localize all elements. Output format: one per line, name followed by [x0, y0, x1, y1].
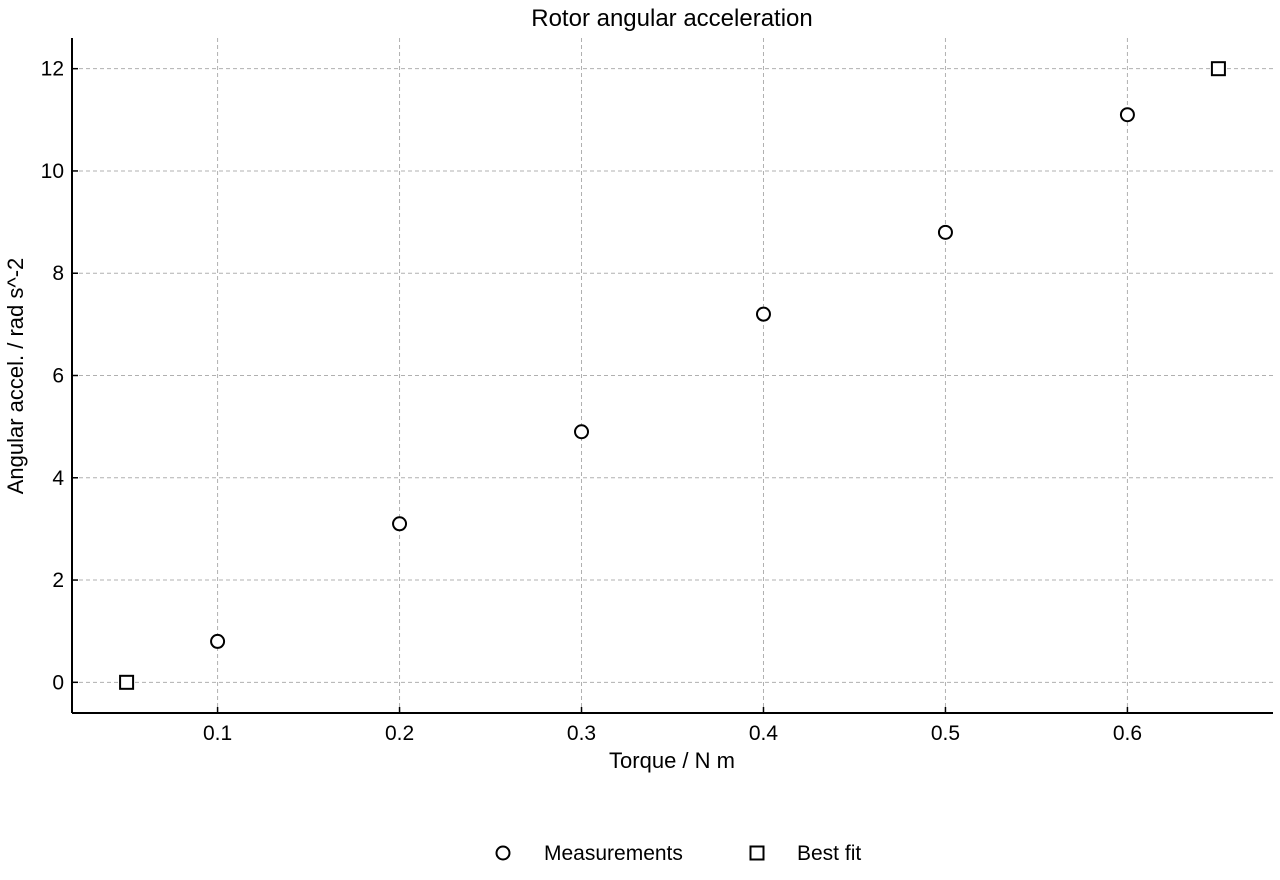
measurement-point: [574, 424, 590, 440]
y-tick-label: 2: [52, 569, 64, 592]
legend-label-measurements: Measurements: [544, 842, 683, 865]
legend-item-measurements: Measurements: [495, 842, 683, 865]
x-tick-label: 0.4: [749, 722, 779, 745]
measurement-point: [937, 224, 953, 240]
measurement-point: [1119, 107, 1135, 123]
measurement-point: [210, 633, 226, 649]
legend-circle-marker: [495, 845, 511, 861]
y-tick-label: 4: [52, 467, 64, 490]
legend-label-best-fit: Best fit: [797, 842, 861, 865]
axes: [71, 38, 1273, 714]
x-tick-label: 0.6: [1113, 722, 1142, 745]
data-markers: [119, 61, 1226, 690]
legend: Measurements Best fit: [495, 842, 861, 865]
grid: [72, 38, 1273, 713]
legend-square-marker: [749, 845, 765, 861]
y-tick-label: 6: [52, 365, 64, 388]
measurement-point: [755, 306, 771, 322]
best-fit-point: [1210, 61, 1226, 77]
best-fit-point: [119, 674, 135, 690]
measurement-point: [392, 516, 408, 532]
y-tick-label: 8: [52, 262, 64, 285]
legend-item-best-fit: Best fit: [749, 842, 861, 865]
x-axis-title: Torque / N m: [609, 748, 735, 773]
x-tick-label: 0.1: [203, 722, 232, 745]
y-tick-label: 10: [41, 160, 64, 183]
chart-title: Rotor angular acceleration: [531, 5, 813, 32]
x-tick-label: 0.2: [385, 722, 414, 745]
y-tick-label: 12: [41, 58, 64, 81]
ticks: 0.1 0.2 0.3 0.4 0.5 0.6 0 2 4 6 8 10 12: [41, 58, 1142, 745]
x-tick-label: 0.3: [567, 722, 596, 745]
y-tick-label: 0: [52, 671, 64, 694]
y-axis-title: Angular accel. / rad s^-2: [3, 258, 28, 495]
x-tick-label: 0.5: [931, 722, 960, 745]
